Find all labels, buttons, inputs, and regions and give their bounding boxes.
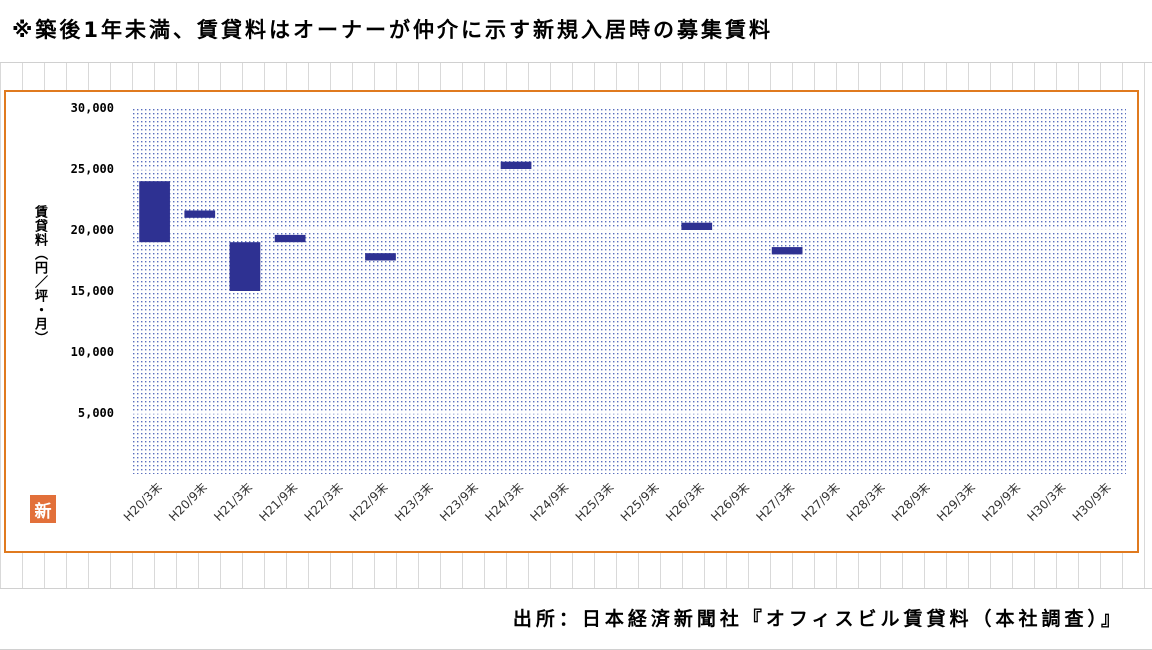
x-tick-label: H30/3末 [1025, 480, 1069, 524]
x-tick-label: H22/9末 [347, 480, 391, 524]
x-axis-ticks: H20/3末 H20/9末 H21/3末 H21/9末 H22/3末 H22/9末 H23/… [121, 480, 1114, 524]
x-tick-label: H23/9末 [437, 480, 481, 524]
source-note: 出所：日本経済新聞社『オフィスビル賃貸料（本社調査）』 [512, 608, 1124, 630]
bar-H21/9末 [274, 234, 306, 243]
x-tick-label: H29/9末 [979, 480, 1023, 524]
title-row: ※築後1年未満、賃貸料はオーナーが仲介に示す新規入居時の募集賃料 [0, 0, 1152, 63]
bar-H22/9末 [365, 253, 396, 261]
x-tick-label: H28/9末 [889, 480, 933, 524]
bar-H20/3末 [139, 181, 170, 243]
y-axis-label: 賃貸料（円／坪・月） [32, 205, 47, 345]
x-tick-label: H29/3末 [934, 480, 978, 524]
y-tick-label: 15,000 [71, 284, 114, 298]
x-tick-label: H24/9末 [528, 480, 572, 524]
bar-H24/3末 [500, 161, 532, 169]
x-tick-label: H25/3末 [573, 480, 617, 524]
x-tick-label: H27/3末 [753, 480, 797, 524]
x-tick-label: H24/3末 [482, 480, 526, 524]
y-tick-label: 25,000 [71, 162, 114, 176]
y-axis-ticks: 5,000 10,000 15,000 20,000 25,000 30,000 [71, 101, 114, 420]
y-tick-label: 20,000 [71, 223, 114, 237]
x-tick-label: H30/9末 [1070, 480, 1114, 524]
x-tick-label: H20/9末 [166, 480, 210, 524]
y-tick-label: 10,000 [71, 345, 114, 359]
y-tick-label: 5,000 [78, 406, 114, 420]
bar-H26/3末 [681, 222, 713, 230]
x-tick-label: H27/9末 [799, 480, 843, 524]
x-tick-label: H21/3末 [211, 480, 255, 524]
x-tick-label: H23/3末 [392, 480, 436, 524]
bar-H27/3末 [771, 247, 803, 255]
x-tick-label: H25/9末 [618, 480, 662, 524]
x-tick-label: H26/9末 [708, 480, 752, 524]
x-tick-label: H26/3末 [663, 480, 707, 524]
bar-H21/3末 [229, 242, 261, 291]
gridlines [132, 107, 1126, 414]
x-tick-label: H21/9末 [256, 480, 300, 524]
nikkei-logo: 新 [30, 495, 56, 523]
x-tick-label: H28/3末 [844, 480, 888, 524]
source-row [0, 588, 1152, 650]
bar-H20/9末 [184, 210, 216, 218]
x-tick-label: H22/3末 [302, 480, 346, 524]
x-tick-label: H20/3末 [121, 480, 165, 524]
bars [139, 161, 803, 291]
chart-title-note: ※築後1年未満、賃貸料はオーナーが仲介に示す新規入居時の募集賃料 [12, 18, 774, 42]
y-tick-label: 30,000 [71, 101, 114, 115]
